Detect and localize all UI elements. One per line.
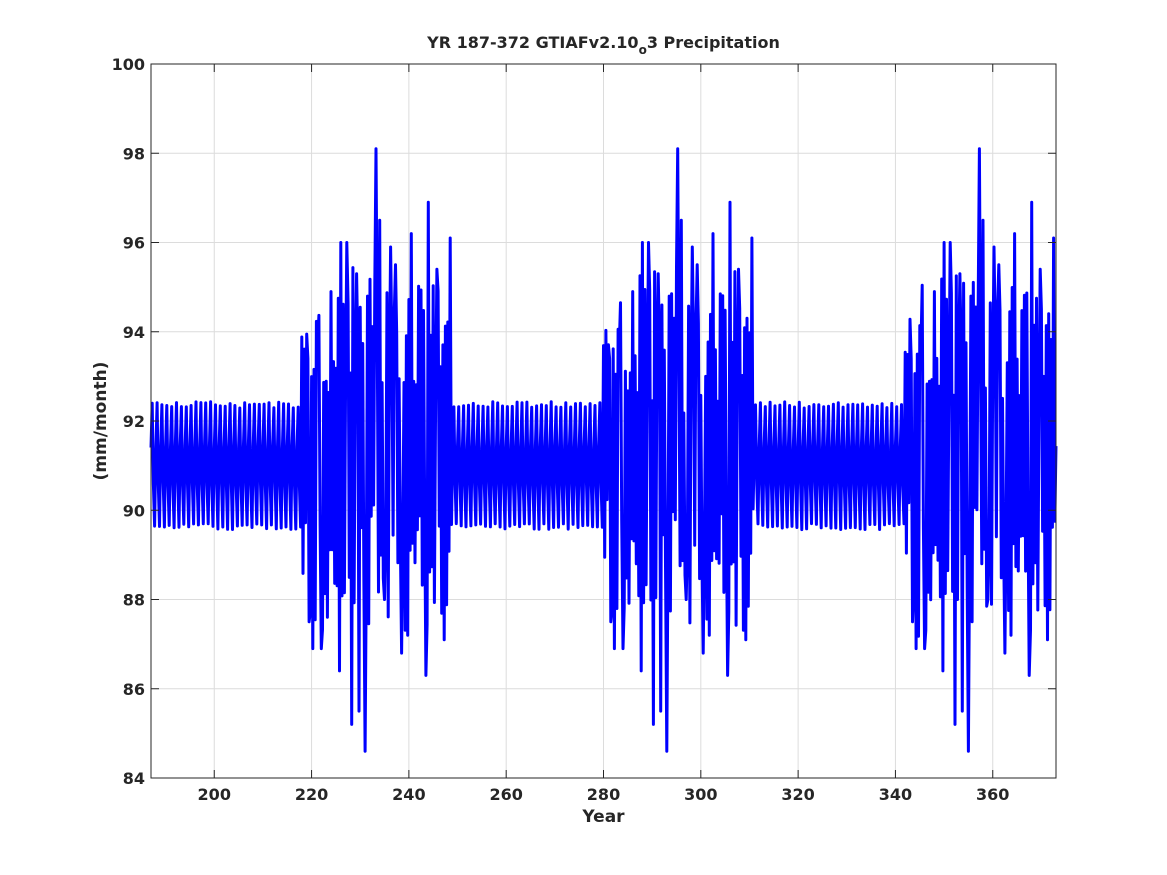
title-main: YR 187-372 GTIAFv2.10 — [426, 33, 638, 52]
title-subscript: o — [639, 43, 647, 57]
y-tick-label: 90 — [123, 501, 145, 520]
y-tick-label: 96 — [123, 234, 145, 253]
x-axis-ticks: 200 220 240 260 280 300 320 340 360 — [198, 64, 1009, 804]
series-group — [149, 147, 1058, 753]
x-tick-label: 220 — [295, 785, 328, 804]
y-tick-label: 98 — [123, 144, 145, 163]
y-axis-label: (mm/month) — [91, 362, 111, 481]
x-tick-label: 340 — [879, 785, 912, 804]
x-tick-label: 240 — [392, 785, 425, 804]
y-tick-label: 88 — [123, 591, 145, 610]
x-tick-label: 260 — [489, 785, 522, 804]
y-tick-label: 100 — [112, 55, 145, 74]
x-tick-label: 300 — [684, 785, 717, 804]
x-tick-label: 360 — [976, 785, 1009, 804]
y-tick-label: 84 — [123, 769, 145, 788]
y-axis-ticks: 84 86 88 90 92 94 96 98 100 — [112, 55, 1056, 788]
y-tick-label: 86 — [123, 680, 145, 699]
y-tick-label: 92 — [123, 412, 145, 431]
x-tick-label: 280 — [587, 785, 620, 804]
x-axis-label: Year — [581, 807, 625, 827]
chart-title: YR 187-372 GTIAFv2.10o3 Precipitation — [426, 33, 780, 57]
x-tick-label: 200 — [198, 785, 231, 804]
x-tick-label: 320 — [781, 785, 814, 804]
precipitation-series-line — [149, 147, 1058, 753]
y-tick-label: 94 — [123, 323, 145, 342]
title-tail: 3 Precipitation — [647, 33, 780, 52]
